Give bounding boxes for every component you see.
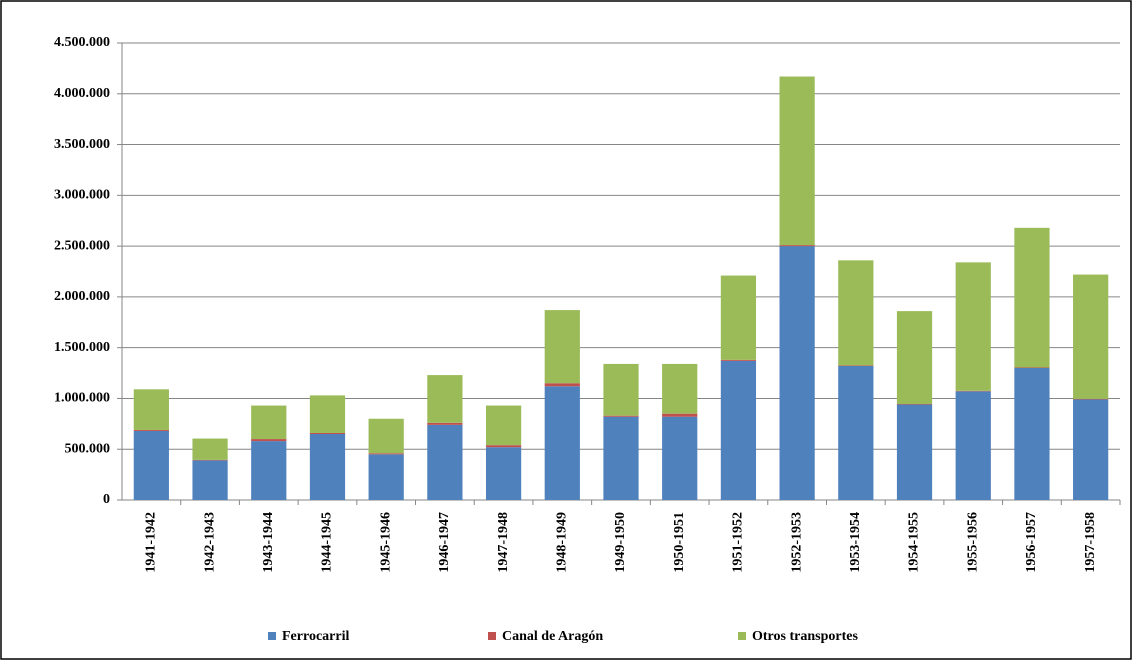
legend-swatch — [268, 632, 276, 640]
legend-label: Otros transportes — [752, 629, 858, 644]
legend-swatch — [738, 632, 746, 640]
x-tick-label: 1944-1945 — [320, 512, 335, 573]
x-tick-label: 1949-1950 — [613, 512, 628, 573]
bar-segment — [838, 365, 874, 500]
bar-segment — [251, 439, 287, 442]
bar-segment — [544, 386, 580, 500]
x-tick-label: 1948-1949 — [555, 512, 570, 573]
bar-segment — [192, 460, 228, 500]
bar-segment — [1073, 274, 1109, 399]
bar-segment — [1014, 227, 1050, 368]
bar-segment — [544, 310, 580, 384]
bar-segment — [368, 454, 404, 500]
x-tick-label: 1942-1943 — [202, 512, 217, 573]
x-tick-label: 1941-1942 — [144, 512, 159, 573]
bar-segment — [955, 390, 991, 392]
bar-segment — [603, 416, 639, 500]
legend-label: Canal de Aragón — [502, 629, 603, 644]
bar-segment — [603, 363, 639, 416]
bar-segment — [720, 360, 757, 500]
y-tick-label: 2.000.000 — [54, 289, 110, 304]
bar-segment — [485, 445, 522, 448]
x-tick-label: 1951-1952 — [731, 512, 746, 573]
bar-segment — [192, 438, 228, 460]
x-tick-label: 1950-1951 — [672, 512, 687, 573]
bar-segment — [955, 262, 991, 391]
bar-segment — [309, 433, 346, 500]
legend-label: Ferrocarril — [282, 629, 349, 644]
bar-segment — [309, 432, 346, 434]
bar-segment — [544, 383, 580, 387]
bar-segment — [662, 413, 698, 417]
bar-segment — [368, 453, 404, 455]
bar-segment — [192, 459, 228, 461]
bar-segment — [133, 389, 169, 430]
y-tick-label: 4.000.000 — [54, 86, 110, 101]
bar-segment — [309, 395, 346, 433]
bar-segment — [955, 391, 991, 500]
bar-segment — [720, 275, 757, 360]
y-tick-label: 500.000 — [65, 441, 111, 456]
bar-segment — [133, 430, 169, 500]
bar-segment — [779, 246, 815, 500]
bar-segment — [1073, 398, 1109, 400]
bar-segment — [896, 404, 933, 405]
x-tick-label: 1953-1954 — [848, 512, 863, 573]
x-tick-label: 1946-1947 — [437, 512, 452, 573]
x-tick-label: 1947-1948 — [496, 512, 511, 573]
x-tick-label: 1955-1956 — [965, 512, 980, 573]
bar-segment — [368, 418, 404, 454]
y-tick-label: 3.500.000 — [54, 137, 110, 152]
bar-segment — [838, 260, 874, 366]
x-tick-label: 1957-1958 — [1083, 512, 1098, 573]
bar-segment — [427, 422, 463, 425]
x-tick-label: 1943-1944 — [261, 512, 276, 573]
bar-segment — [662, 416, 698, 500]
bar-segment — [251, 441, 287, 500]
y-tick-label: 3.000.000 — [54, 188, 110, 203]
bar-segment — [485, 447, 522, 500]
bar-segment — [1014, 367, 1050, 368]
y-tick-label: 1.500.000 — [54, 340, 110, 355]
bar-segment — [896, 311, 933, 405]
y-tick-label: 2.500.000 — [54, 238, 110, 253]
x-tick-label: 1945-1946 — [378, 512, 393, 573]
bar-segment — [838, 365, 874, 366]
x-tick-label: 1956-1957 — [1024, 512, 1039, 573]
bar-segment — [779, 245, 815, 247]
bar-segment — [1073, 399, 1109, 500]
bar-segment — [896, 404, 933, 500]
bar-segment — [427, 424, 463, 500]
bar-segment — [720, 359, 757, 361]
bar-segment — [251, 405, 287, 440]
x-tick-label: 1952-1953 — [789, 512, 804, 573]
bar-segment — [603, 415, 639, 417]
x-tick-label: 1954-1955 — [907, 512, 922, 573]
bar-segment — [779, 76, 815, 246]
bar-segment — [1014, 367, 1050, 500]
legend-swatch — [488, 632, 496, 640]
bar-segment — [427, 375, 463, 423]
y-tick-label: 4.500.000 — [54, 35, 110, 50]
bar-segment — [133, 429, 169, 431]
bar-segment — [485, 405, 522, 446]
bar-segment — [662, 363, 698, 414]
y-tick-label: 0 — [103, 492, 110, 507]
y-tick-label: 1.000.000 — [54, 391, 110, 406]
